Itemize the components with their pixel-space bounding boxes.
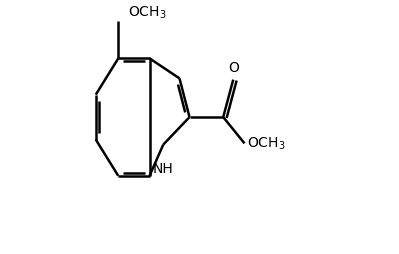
Text: OCH$_3$: OCH$_3$ (128, 5, 167, 21)
Text: OCH$_3$: OCH$_3$ (247, 135, 286, 152)
Text: NH: NH (153, 162, 174, 176)
Text: O: O (228, 61, 239, 75)
